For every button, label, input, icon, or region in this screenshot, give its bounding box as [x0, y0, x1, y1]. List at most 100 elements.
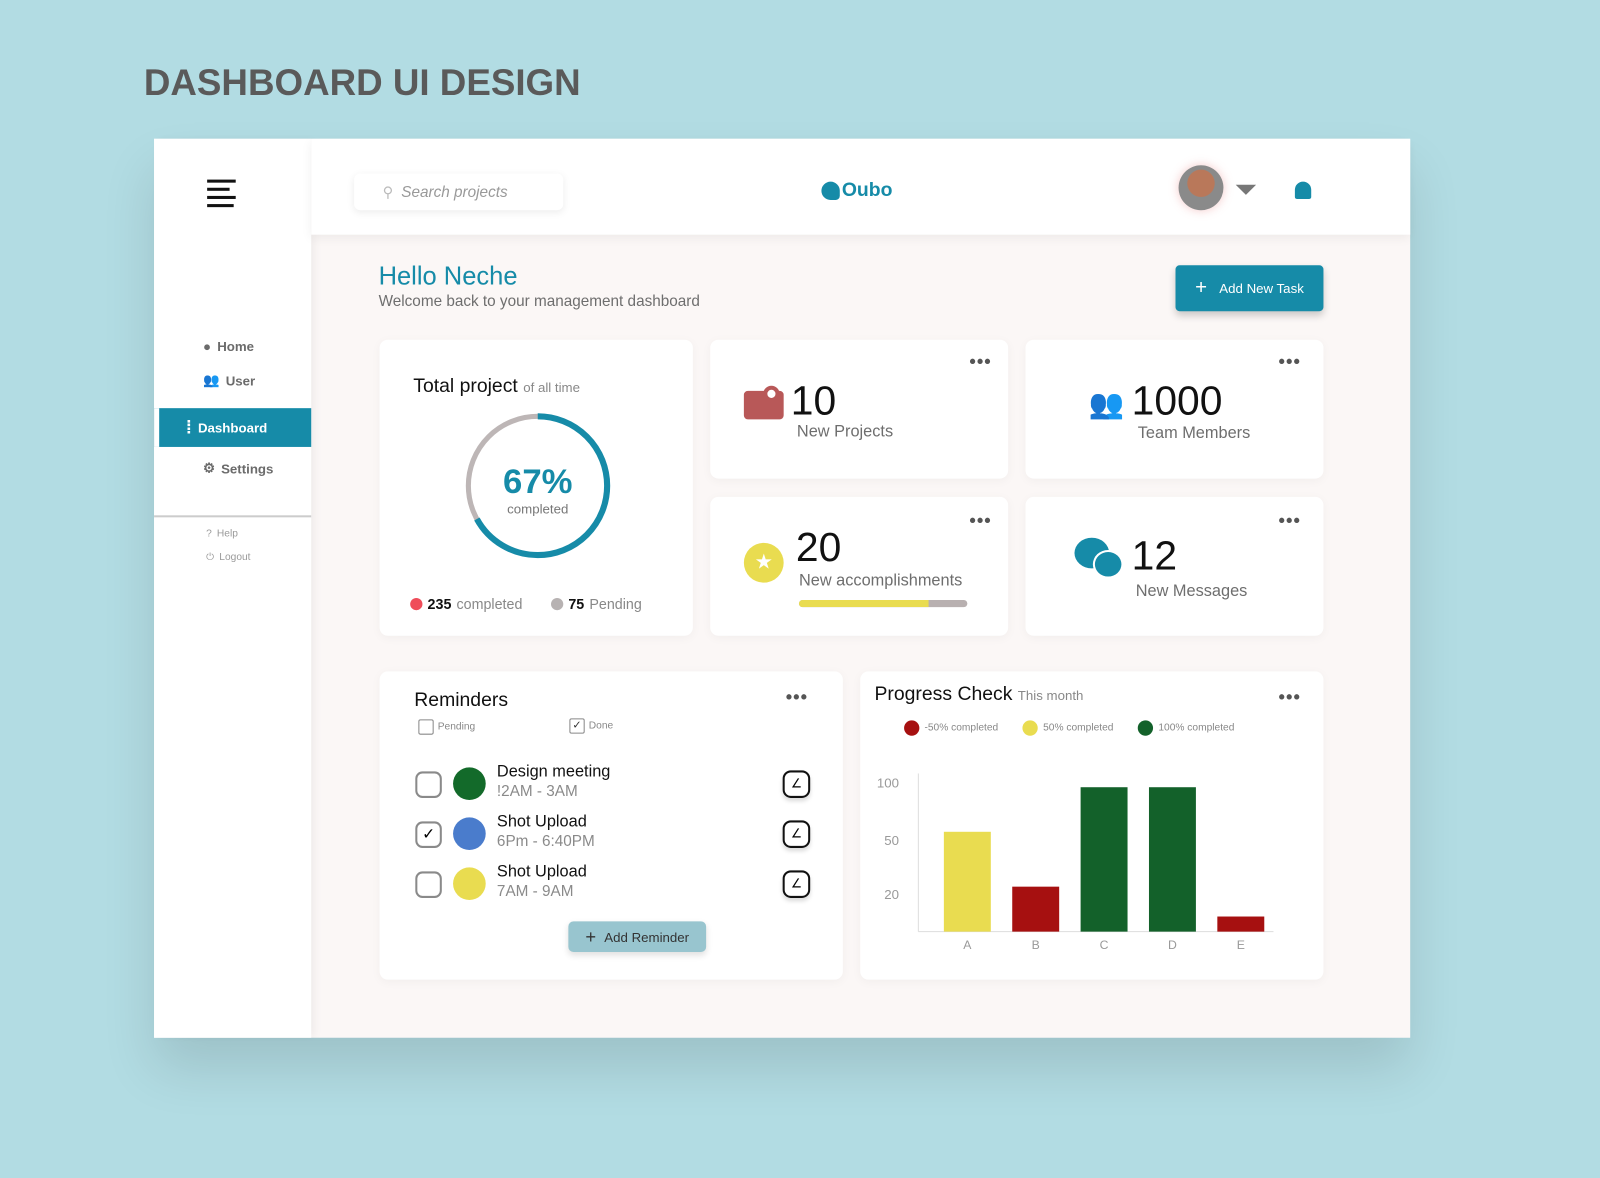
sidebar-item-help[interactable]: ? Help	[206, 529, 238, 540]
stat-value: 10	[790, 378, 837, 424]
more-options-icon[interactable]: •••	[785, 686, 809, 708]
add-reminder-label: Add Reminder	[604, 929, 690, 945]
total-project-card: Total project of all time 67% completed …	[379, 339, 693, 636]
reminder-item: Shot Upload 7AM - 9AM ∠	[415, 863, 813, 908]
add-reminder-button[interactable]: + Add Reminder	[568, 921, 707, 953]
page-title: DASHBOARD UI DESIGN	[143, 61, 581, 104]
completed-dot	[410, 597, 423, 611]
search-icon: ⚲	[382, 183, 394, 200]
legend-label: -50% completed	[924, 722, 999, 734]
clock-icon[interactable]: ∠	[782, 820, 811, 848]
reminder-title: Design meeting	[496, 763, 611, 781]
stat-value: 12	[1131, 533, 1178, 579]
logo-text: Oubo	[841, 179, 893, 202]
plus-icon: +	[585, 926, 597, 947]
reminder-color-dot	[453, 817, 486, 850]
sidebar-item-label: Dashboard	[197, 419, 268, 436]
more-options-icon[interactable]: •••	[1278, 351, 1301, 372]
reminder-checkbox[interactable]	[415, 771, 442, 798]
dashboard-app: ● Home 👥 User ⁞ Dashboard ⚙ Settings ? Help ⏻…	[154, 138, 1411, 1038]
donut-progress-arc	[465, 413, 611, 559]
reminder-checkbox[interactable]: ✓	[415, 821, 442, 848]
reminder-time: !2AM - 3AM	[496, 782, 578, 800]
sidebar-item-logout[interactable]: ⏻ Logout	[206, 552, 250, 563]
progress-bar-chart: 100 50 20 A B C D E	[877, 773, 1274, 952]
completed-label: completed	[456, 595, 523, 613]
search-input[interactable]: ⚲ Search projects	[354, 173, 564, 211]
total-project-title: Total project of all time	[413, 376, 580, 398]
sidebar-item-user[interactable]: 👥 User	[203, 372, 255, 388]
sidebar-item-label: User	[225, 372, 256, 389]
clock-icon[interactable]: ∠	[782, 870, 811, 898]
reminder-color-dot	[453, 767, 486, 800]
x-tick-label: D	[1168, 938, 1177, 952]
chevron-down-icon[interactable]	[1235, 184, 1257, 195]
reminder-checkbox[interactable]	[415, 871, 442, 898]
reminder-item: Design meeting !2AM - 3AM ∠	[415, 763, 813, 808]
pending-dot	[551, 597, 564, 611]
stat-value: 1000	[1131, 378, 1223, 424]
x-tick-label: B	[1032, 938, 1040, 952]
filter-done[interactable]: ✓ Done	[569, 718, 613, 734]
projector-icon	[743, 385, 784, 420]
legend-swatch	[904, 720, 920, 736]
bar-A	[943, 831, 991, 932]
hamburger-menu-icon[interactable]	[207, 179, 236, 208]
percent-label: completed	[507, 501, 569, 517]
users-icon: 👥	[203, 372, 220, 388]
reminders-title: Reminders	[414, 689, 509, 712]
legend-item: -50% completed	[904, 720, 999, 736]
sidebar-item-settings[interactable]: ⚙ Settings	[203, 460, 273, 476]
sidebar-item-label: Settings	[221, 460, 274, 477]
progress-donut	[465, 413, 611, 559]
reminder-time: 7AM - 9AM	[496, 882, 574, 900]
logout-icon: ⏻	[206, 552, 215, 564]
total-project-title-text: Total project	[413, 375, 518, 397]
bar-E	[1217, 916, 1265, 932]
checkbox-icon	[418, 719, 434, 735]
filter-pending[interactable]: Pending	[418, 719, 475, 735]
sidebar-item-home[interactable]: ● Home	[203, 339, 254, 354]
legend-swatch	[1137, 720, 1154, 736]
add-new-task-button[interactable]: + Add New Task	[1175, 265, 1324, 312]
add-task-label: Add New Task	[1219, 280, 1304, 296]
y-tick-label: 50	[884, 833, 899, 848]
stat-label: New Messages	[1135, 582, 1248, 600]
more-options-icon[interactable]: •••	[969, 351, 992, 372]
help-icon: ?	[206, 528, 212, 540]
reminder-color-dot	[453, 867, 486, 900]
more-options-icon[interactable]: •••	[1278, 510, 1301, 531]
progress-qualifier: This month	[1017, 687, 1084, 704]
clock-icon[interactable]: ∠	[782, 770, 811, 798]
stat-label: New Projects	[796, 423, 894, 441]
logout-label: Logout	[219, 552, 251, 564]
y-tick-label: 100	[877, 776, 899, 791]
more-options-icon[interactable]: •••	[1278, 686, 1301, 708]
stat-card-team-members: ••• 👥 1000 Team Members	[1025, 339, 1324, 479]
percent-value: 67%	[503, 462, 573, 502]
chart-legend: -50% completed 50% completed 100% complete…	[904, 720, 1259, 736]
x-tick-label: C	[1100, 938, 1109, 952]
reminder-time: 6Pm - 6:40PM	[496, 832, 595, 850]
bell-icon[interactable]	[1294, 181, 1312, 199]
more-options-icon[interactable]: •••	[969, 510, 992, 531]
avatar[interactable]	[1178, 165, 1224, 211]
stat-card-accomplishments: ••• ★ 20 New accomplishments	[710, 496, 1009, 636]
team-icon: 👥	[1088, 387, 1125, 420]
y-tick-label: 20	[884, 887, 899, 902]
stat-card-messages: ••• 12 New Messages	[1025, 496, 1324, 636]
bar-B	[1012, 886, 1060, 932]
completed-legend: 235 completed	[410, 596, 522, 612]
medal-icon: ★	[743, 542, 784, 583]
x-tick-label: E	[1237, 938, 1245, 952]
home-icon: ●	[203, 338, 212, 355]
x-tick-label: A	[963, 938, 972, 952]
completed-count: 235	[427, 595, 452, 613]
top-header: ⚲ Search projects Oubo	[311, 138, 1411, 235]
bar-D	[1148, 787, 1196, 932]
plus-icon: +	[1195, 276, 1208, 299]
sidebar-item-dashboard[interactable]: ⁞ Dashboard	[154, 408, 312, 447]
legend-label: 50% completed	[1043, 722, 1114, 734]
help-label: Help	[216, 528, 238, 540]
stat-label: Team Members	[1137, 424, 1251, 442]
